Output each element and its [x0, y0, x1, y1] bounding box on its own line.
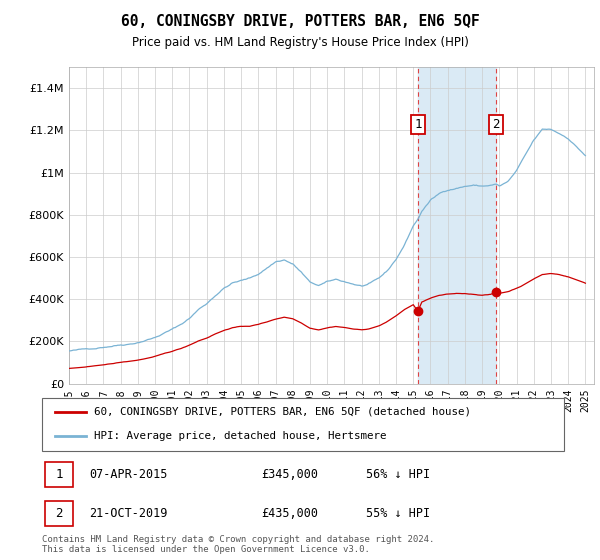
Text: Contains HM Land Registry data © Crown copyright and database right 2024.
This d: Contains HM Land Registry data © Crown c… — [42, 535, 434, 554]
Text: 1: 1 — [55, 468, 63, 481]
Text: 2: 2 — [492, 118, 500, 130]
Text: 07-APR-2015: 07-APR-2015 — [89, 468, 167, 481]
FancyBboxPatch shape — [44, 501, 73, 526]
Text: 55% ↓ HPI: 55% ↓ HPI — [365, 507, 430, 520]
Text: £435,000: £435,000 — [261, 507, 318, 520]
Text: 1: 1 — [414, 118, 422, 130]
FancyBboxPatch shape — [44, 462, 73, 487]
Text: £345,000: £345,000 — [261, 468, 318, 481]
Text: Price paid vs. HM Land Registry's House Price Index (HPI): Price paid vs. HM Land Registry's House … — [131, 36, 469, 49]
Text: 60, CONINGSBY DRIVE, POTTERS BAR, EN6 5QF: 60, CONINGSBY DRIVE, POTTERS BAR, EN6 5Q… — [121, 14, 479, 29]
Text: 2: 2 — [55, 507, 63, 520]
Bar — [418, 67, 496, 384]
FancyBboxPatch shape — [42, 398, 564, 451]
Text: 56% ↓ HPI: 56% ↓ HPI — [365, 468, 430, 481]
Text: HPI: Average price, detached house, Hertsmere: HPI: Average price, detached house, Hert… — [94, 431, 387, 441]
Text: 60, CONINGSBY DRIVE, POTTERS BAR, EN6 5QF (detached house): 60, CONINGSBY DRIVE, POTTERS BAR, EN6 5Q… — [94, 407, 471, 417]
Text: 21-OCT-2019: 21-OCT-2019 — [89, 507, 167, 520]
